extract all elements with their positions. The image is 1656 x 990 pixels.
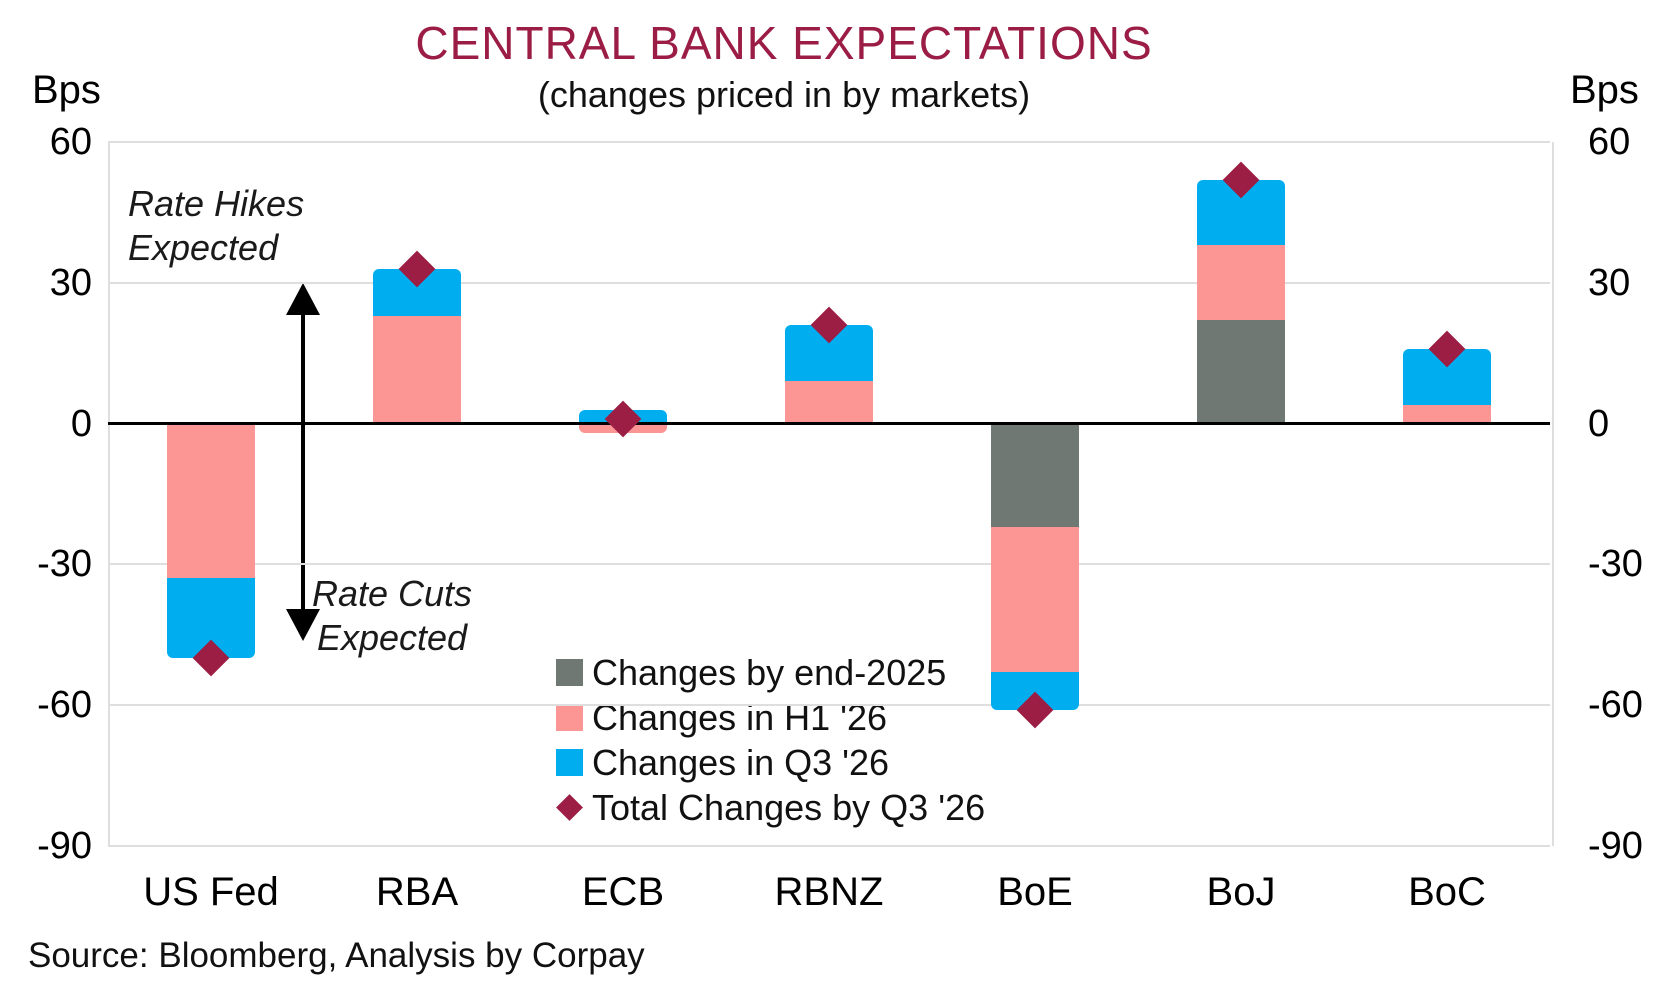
bar-segment-rbnz [785,381,873,424]
rate-hikes-annotation: Rate Hikes Expected [128,182,304,270]
gridline--30 [108,563,1550,566]
y-tick-left--30: -30 [37,543,92,586]
zero-axis-line [108,422,1550,426]
legend-item-end-2025: Changes by end-2025 [556,650,985,695]
bar-segment-boj [1197,320,1285,424]
gridline--90 [108,845,1550,847]
legend-item-total: Total Changes by Q3 '26 [556,785,985,830]
bar-segment-boj [1197,245,1285,321]
y-tick-right-30: 30 [1588,261,1631,304]
bar-segment-rba [373,315,461,424]
legend-item-q3-26: Changes in Q3 '26 [556,740,985,785]
gridline-60 [108,141,1550,143]
legend-label-h1-26: Changes in H1 '26 [592,696,888,738]
x-category-label-ecb: ECB [581,870,665,914]
y-tick-right--60: -60 [1588,684,1643,727]
arrow-down-icon [286,609,320,641]
legend-label-end-2025: Changes by end-2025 [592,651,947,693]
bar-segment-boe [991,423,1079,527]
rate-cuts-line1: Rate Cuts [311,573,473,614]
legend-label-q3-26: Changes in Q3 '26 [592,741,890,783]
y-tick-right-60: 60 [1588,121,1631,163]
rate-cuts-annotation: Rate Cuts Expected [300,572,484,660]
arrow-up-icon [286,283,320,315]
legend-item-h1-26: Changes in H1 '26 [556,695,985,740]
x-category-label-boj: BoJ [1206,870,1276,914]
x-category-label-rba: RBA [375,870,459,914]
y-tick-right--30: -30 [1588,543,1643,586]
rate-hikes-line2: Expected [128,227,279,268]
x-category-label-boc: BoC [1408,870,1486,914]
legend-swatch-h1-26 [556,704,583,731]
gridline--60 [108,704,1550,707]
legend-swatch-end-2025 [556,659,583,686]
y-tick-left-30: 30 [49,261,92,304]
y-axis-unit-right: Bps [1570,68,1639,112]
y-tick-right-0: 0 [1588,402,1610,445]
y-tick-left-60: 60 [49,121,92,163]
gridline-30 [108,281,1550,284]
legend-diamond-icon [556,794,583,821]
y-tick-left--90: -90 [37,825,92,867]
legend: Changes by end-2025 Changes in H1 '26 Ch… [556,650,985,830]
rate-cuts-line2: Expected [316,617,468,658]
rate-hikes-line1: Rate Hikes [128,183,305,224]
y-axis-unit-left: Bps [32,68,101,112]
x-category-label-us-fed: US Fed [143,870,279,914]
y-tick-left--60: -60 [37,684,92,727]
rate-direction-arrow-shaft [301,312,305,612]
legend-label-total: Total Changes by Q3 '26 [592,786,986,828]
x-category-label-boe: BoE [997,870,1073,914]
bar-segment-us-fed [167,423,255,579]
bar-segment-boe [991,526,1079,673]
chart-title: CENTRAL BANK EXPECTATIONS [415,17,1153,69]
x-category-label-rbnz: RBNZ [774,870,884,914]
y-tick-left-0: 0 [70,402,92,445]
bar-segment-boc [1403,404,1491,424]
y-tick-right--90: -90 [1588,825,1643,867]
plot-area [108,142,1554,846]
legend-swatch-q3-26 [556,749,583,776]
source-note: Source: Bloomberg, Analysis by Corpay [28,936,645,975]
chart-subtitle: (changes priced in by markets) [537,74,1031,115]
